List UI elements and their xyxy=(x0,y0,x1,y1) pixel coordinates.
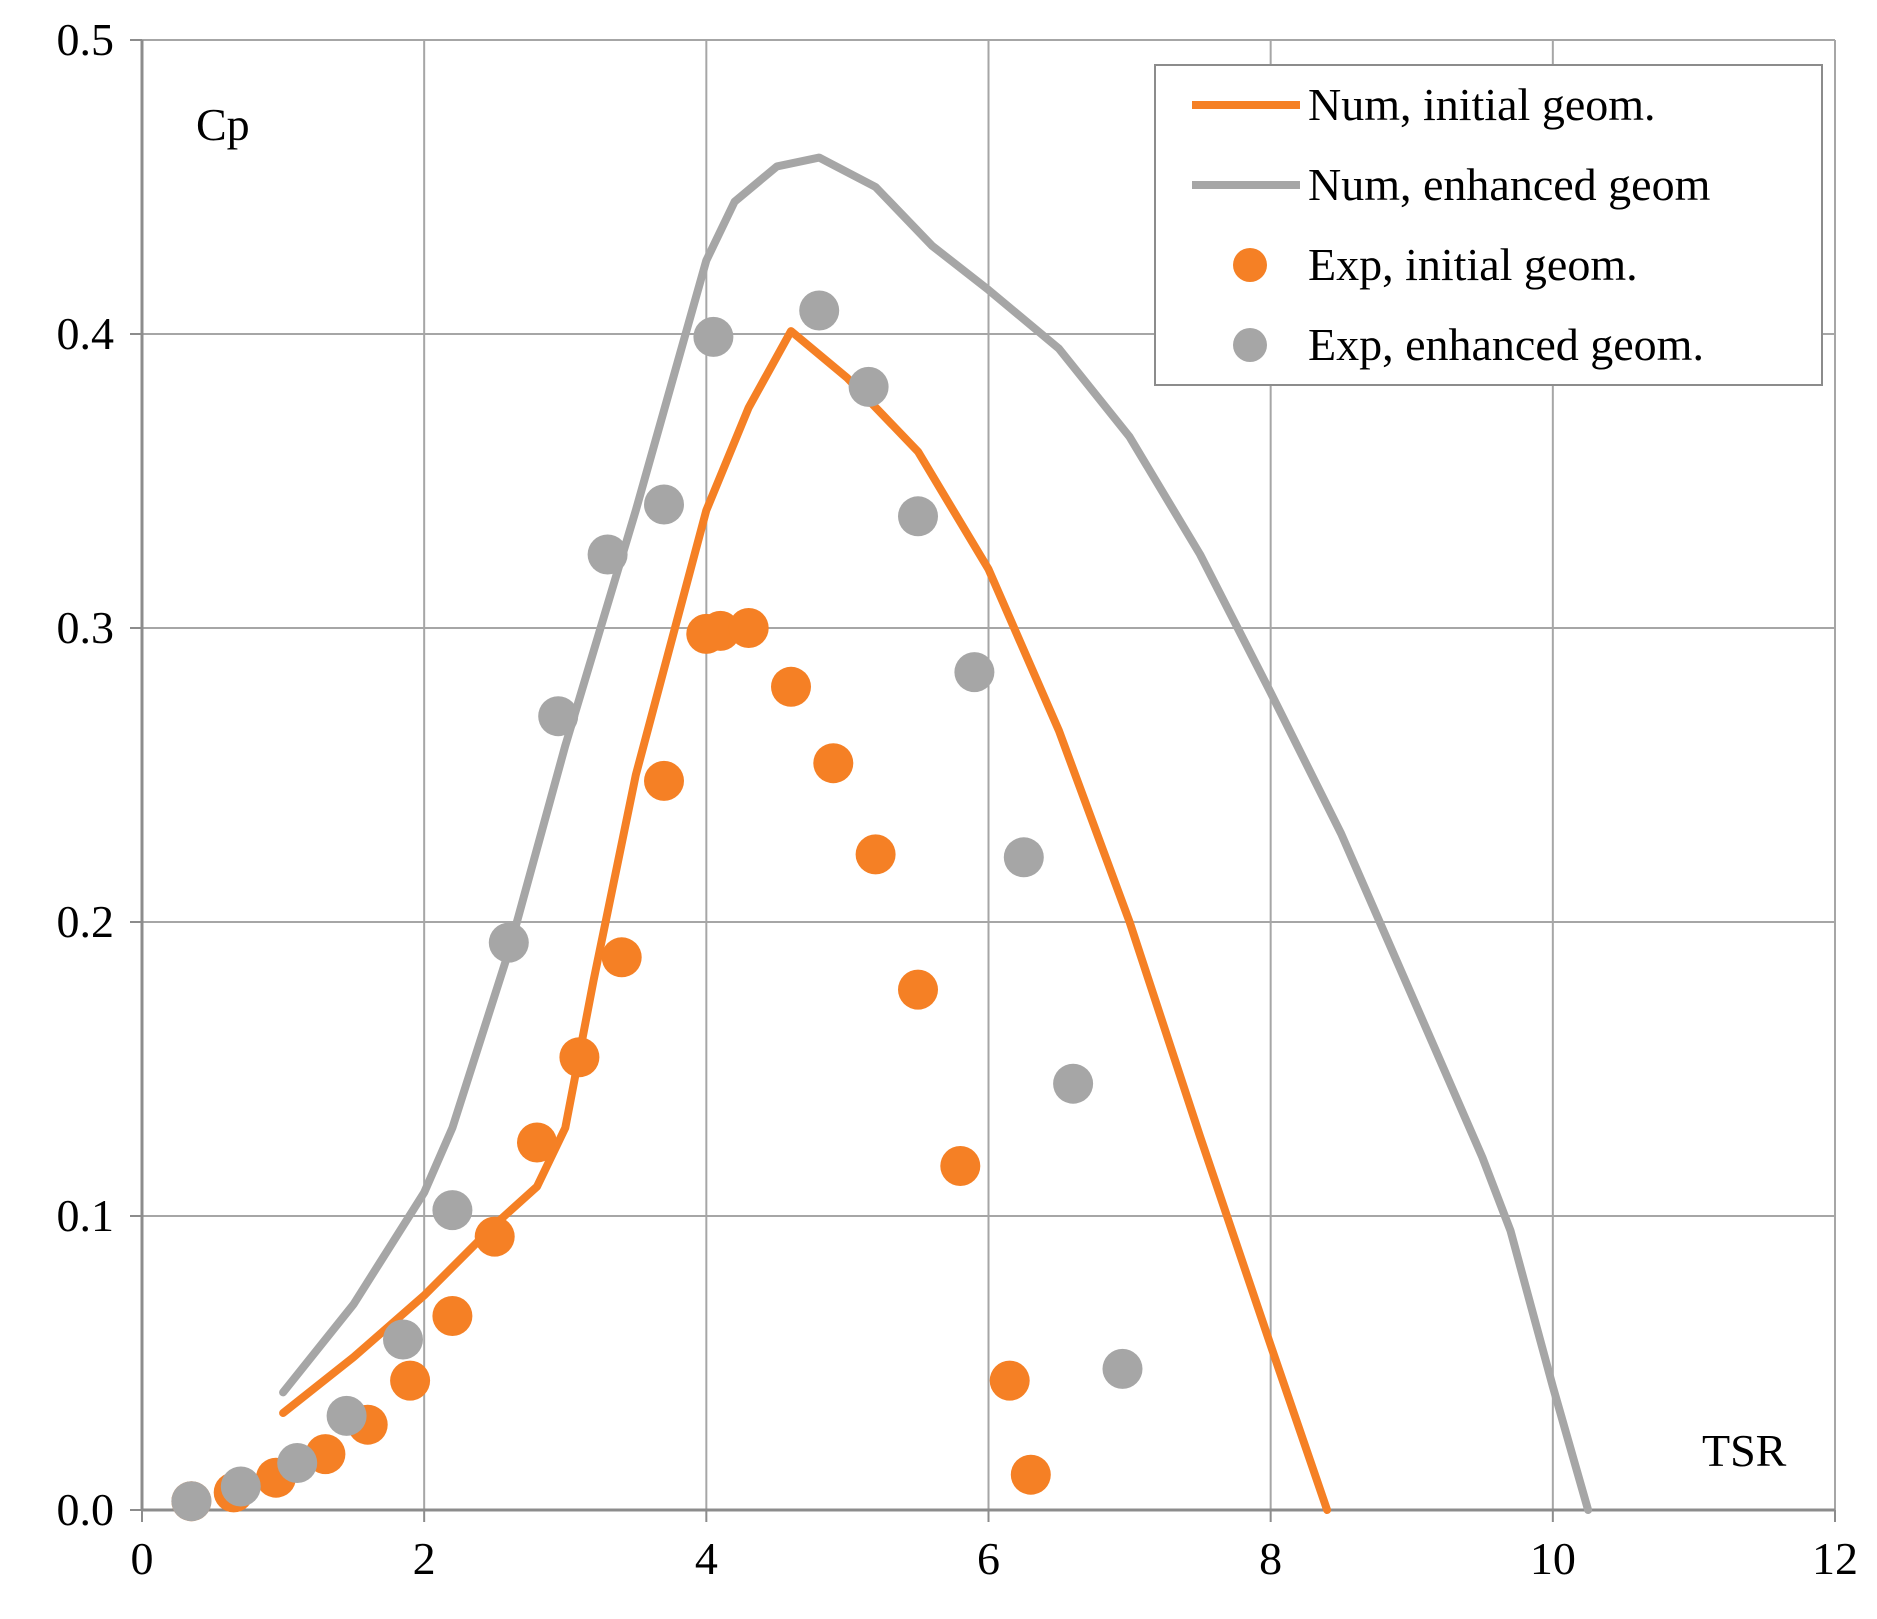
legend-label-num-initial: Num, initial geom. xyxy=(1308,79,1656,130)
data-point-series-3 xyxy=(383,1319,423,1360)
plot-series xyxy=(171,153,1593,1522)
y-tick-label: 0.5 xyxy=(57,14,115,65)
data-point-series-3 xyxy=(488,922,529,963)
legend: Num, initial geom. Num, enhanced geom Ex… xyxy=(1154,64,1823,386)
data-point-series-2 xyxy=(771,666,811,707)
x-axis-title: TSR xyxy=(1702,1425,1787,1476)
data-point-series-3 xyxy=(644,484,684,525)
data-point-series-2 xyxy=(474,1216,515,1257)
data-point-series-2 xyxy=(390,1360,431,1401)
data-point-series-2 xyxy=(813,743,854,784)
data-point-series-3 xyxy=(1102,1348,1143,1389)
x-tick-label: 0 xyxy=(131,1533,154,1584)
data-point-series-3 xyxy=(1053,1063,1094,1104)
data-point-series-2 xyxy=(1010,1454,1051,1495)
legend-box xyxy=(1154,64,1823,386)
y-tick-label: 0.1 xyxy=(57,1190,115,1241)
data-point-series-2 xyxy=(517,1122,557,1163)
data-point-series-2 xyxy=(855,834,896,875)
y-tick-label: 0.3 xyxy=(57,602,115,653)
y-tick-label: 0.4 xyxy=(57,308,115,359)
data-point-series-2 xyxy=(728,608,769,648)
x-tick-labels: 0 2 4 6 8 10 12 xyxy=(131,1510,1858,1584)
data-point-series-3 xyxy=(587,534,628,575)
data-point-series-2 xyxy=(644,760,684,801)
legend-marker-exp-enhanced xyxy=(1233,328,1267,362)
y-tick-label: 0.2 xyxy=(57,896,115,947)
y-tick-labels: 0.0 0.1 0.2 0.3 0.4 0.5 xyxy=(57,14,142,1535)
data-point-series-3 xyxy=(848,366,889,407)
data-point-series-3 xyxy=(326,1395,367,1436)
x-tick-label: 10 xyxy=(1530,1533,1576,1584)
data-point-series-2 xyxy=(989,1360,1030,1401)
y-tick-label: 0.0 xyxy=(57,1484,115,1535)
data-point-series-3 xyxy=(220,1466,261,1507)
x-tick-label: 4 xyxy=(695,1533,718,1584)
x-tick-label: 6 xyxy=(977,1533,1000,1584)
data-point-series-3 xyxy=(171,1481,212,1522)
data-point-series-3 xyxy=(432,1190,473,1231)
data-point-series-3 xyxy=(277,1443,318,1483)
data-point-series-3 xyxy=(898,496,938,537)
data-point-series-3 xyxy=(1003,837,1044,878)
data-point-series-2 xyxy=(940,1146,981,1186)
x-tick-label: 2 xyxy=(413,1533,436,1584)
data-point-series-2 xyxy=(601,937,642,978)
series-line-1 xyxy=(279,153,1593,1514)
data-point-series-3 xyxy=(538,696,579,737)
data-point-series-3 xyxy=(799,290,840,331)
x-tick-label: 8 xyxy=(1259,1533,1282,1584)
x-tick-label: 12 xyxy=(1812,1533,1858,1584)
legend-marker-exp-initial xyxy=(1233,248,1267,282)
legend-label-num-enhanced: Num, enhanced geom xyxy=(1308,159,1711,210)
y-axis-title: Cp xyxy=(196,99,250,150)
data-point-series-2 xyxy=(432,1296,473,1336)
data-point-series-2 xyxy=(559,1037,600,1078)
legend-label-exp-enhanced: Exp, enhanced geom. xyxy=(1308,319,1704,370)
data-point-series-2 xyxy=(898,969,938,1010)
data-point-series-3 xyxy=(693,316,734,357)
data-point-series-3 xyxy=(954,652,995,693)
legend-label-exp-initial: Exp, initial geom. xyxy=(1308,239,1638,290)
